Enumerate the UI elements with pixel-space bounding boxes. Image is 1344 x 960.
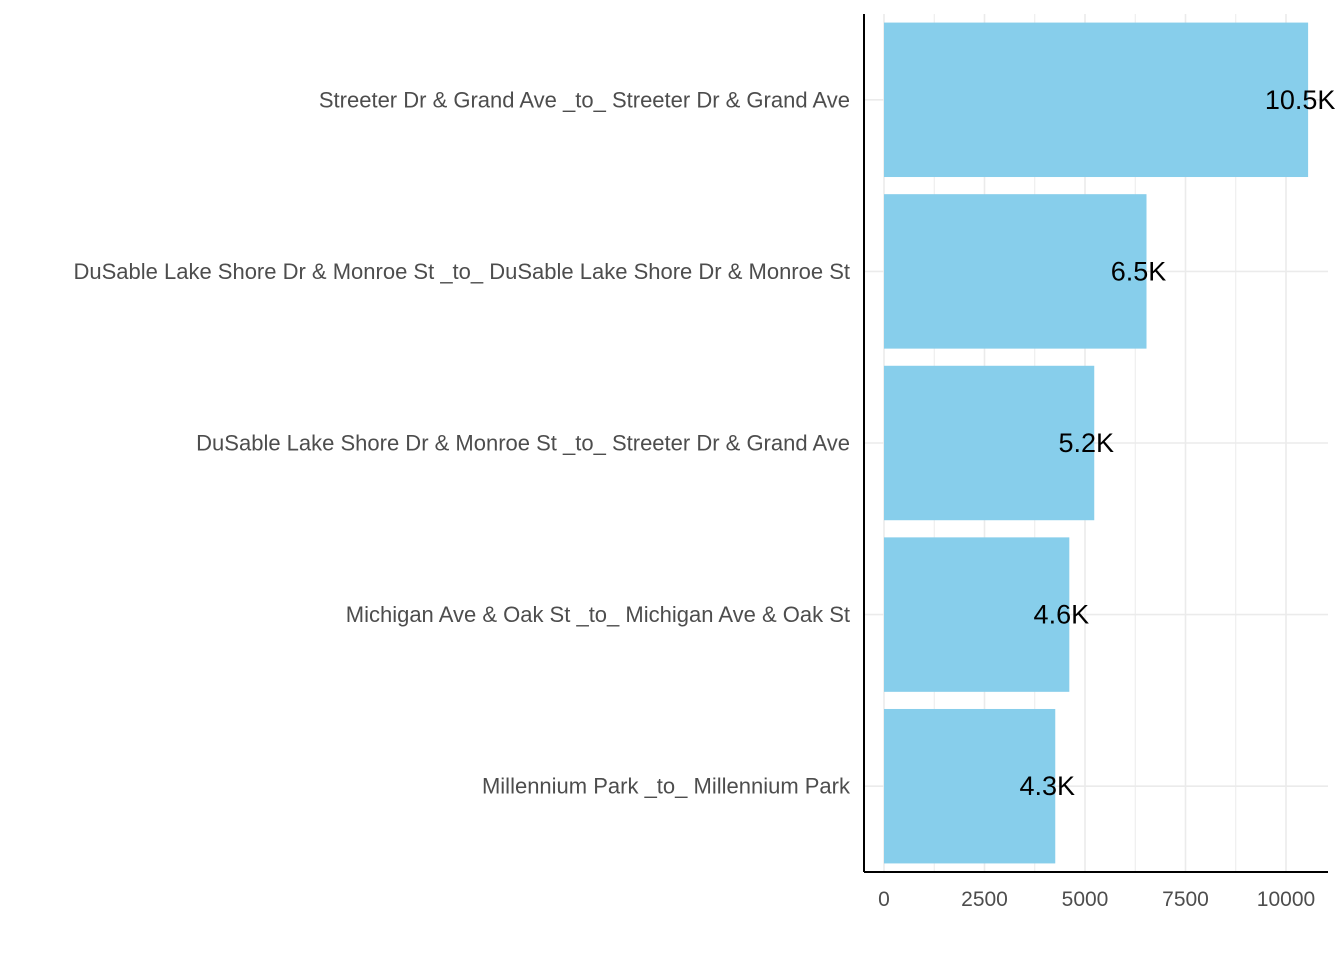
x-axis-tick-labels: 0 2500 5000 7500 10000 — [878, 888, 1315, 911]
y-axis-tick-labels: Streeter Dr & Grand Ave _to_ Streeter Dr… — [73, 87, 851, 798]
bar — [884, 22, 1309, 178]
y-tick-label: Streeter Dr & Grand Ave _to_ Streeter Dr… — [319, 87, 850, 112]
bar — [884, 194, 1147, 349]
x-tick-label: 7500 — [1162, 888, 1209, 911]
y-tick-label: Millennium Park _to_ Millennium Park — [482, 774, 851, 799]
data-label: 4.6K — [1034, 600, 1090, 630]
data-label: 6.5K — [1111, 256, 1167, 286]
x-tick-label: 0 — [878, 888, 890, 911]
x-tick-label: 2500 — [961, 888, 1008, 911]
x-tick-label: 10000 — [1257, 888, 1315, 911]
y-tick-label: DuSable Lake Shore Dr & Monroe St _to_ S… — [196, 431, 850, 456]
y-tick-label: Michigan Ave & Oak St _to_ Michigan Ave … — [346, 602, 850, 627]
bar — [884, 537, 1070, 692]
y-tick-label: DuSable Lake Shore Dr & Monroe St _to_ D… — [73, 259, 850, 284]
axes — [863, 14, 1328, 873]
data-label: 5.2K — [1058, 428, 1114, 458]
data-labels: 10.5K 6.5K 5.2K 4.6K 4.3K — [1019, 85, 1335, 801]
bar — [884, 365, 1095, 521]
x-tick-label: 5000 — [1062, 888, 1109, 911]
bars — [884, 22, 1309, 864]
data-label: 10.5K — [1265, 85, 1336, 115]
data-label: 4.3K — [1019, 771, 1075, 801]
bar — [884, 708, 1056, 864]
